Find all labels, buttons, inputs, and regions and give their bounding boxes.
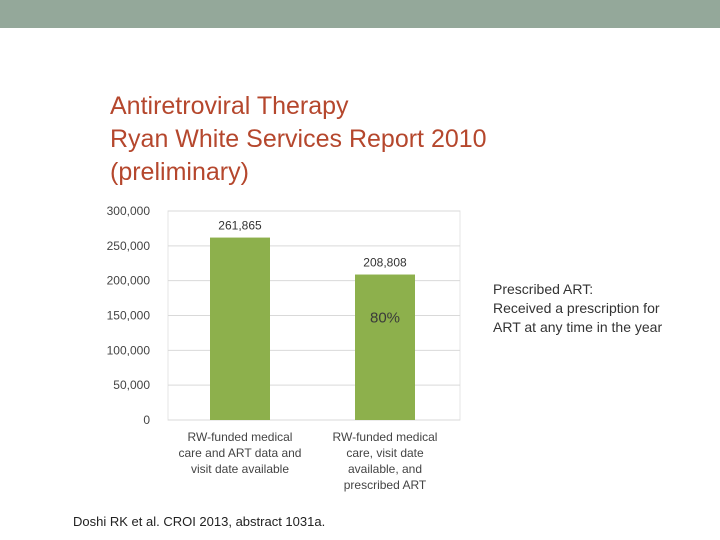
y-tick-label: 300,000 — [107, 204, 151, 218]
bar — [210, 237, 270, 420]
y-tick-label: 100,000 — [107, 343, 151, 357]
bar-annotation: 80% — [370, 309, 400, 326]
x-category-label: RW-funded medical — [333, 430, 438, 444]
bar-chart: 0 50,000 100,000 150,000 200,000 250,000 300,0… — [107, 204, 461, 492]
title-line-3: (preliminary) — [110, 158, 249, 186]
note-line-3: ART at any time in the year — [493, 319, 663, 335]
y-tick-label: 150,000 — [107, 309, 151, 323]
x-category-label: care and ART data and — [179, 446, 302, 460]
citation: Doshi RK et al. CROI 2013, abstract 1031… — [73, 514, 326, 529]
y-tick-label: 0 — [143, 413, 150, 427]
x-category-label: visit date available — [191, 462, 289, 476]
x-category-label: prescribed ART — [344, 478, 427, 492]
definition-note: Prescribed ART: Received a prescription … — [493, 280, 718, 337]
slide-title: Antiretroviral Therapy Ryan White Servic… — [110, 90, 550, 189]
y-tick-label: 50,000 — [113, 378, 150, 392]
top-banner — [0, 0, 720, 28]
bar — [355, 274, 415, 420]
title-line-1: Antiretroviral Therapy — [110, 92, 349, 120]
x-category-label: RW-funded medical — [188, 430, 293, 444]
x-category-label: available, and — [348, 462, 422, 476]
y-tick-label: 250,000 — [107, 239, 151, 253]
note-line-1: Prescribed ART: — [493, 281, 594, 297]
x-category-label: care, visit date — [346, 446, 424, 460]
title-line-2: Ryan White Services Report 2010 — [110, 125, 487, 153]
bar-value-label: 261,865 — [218, 219, 262, 233]
note-line-2: Received a prescription for — [493, 300, 660, 316]
bar-value-label: 208,808 — [363, 256, 407, 270]
y-tick-label: 200,000 — [107, 274, 151, 288]
